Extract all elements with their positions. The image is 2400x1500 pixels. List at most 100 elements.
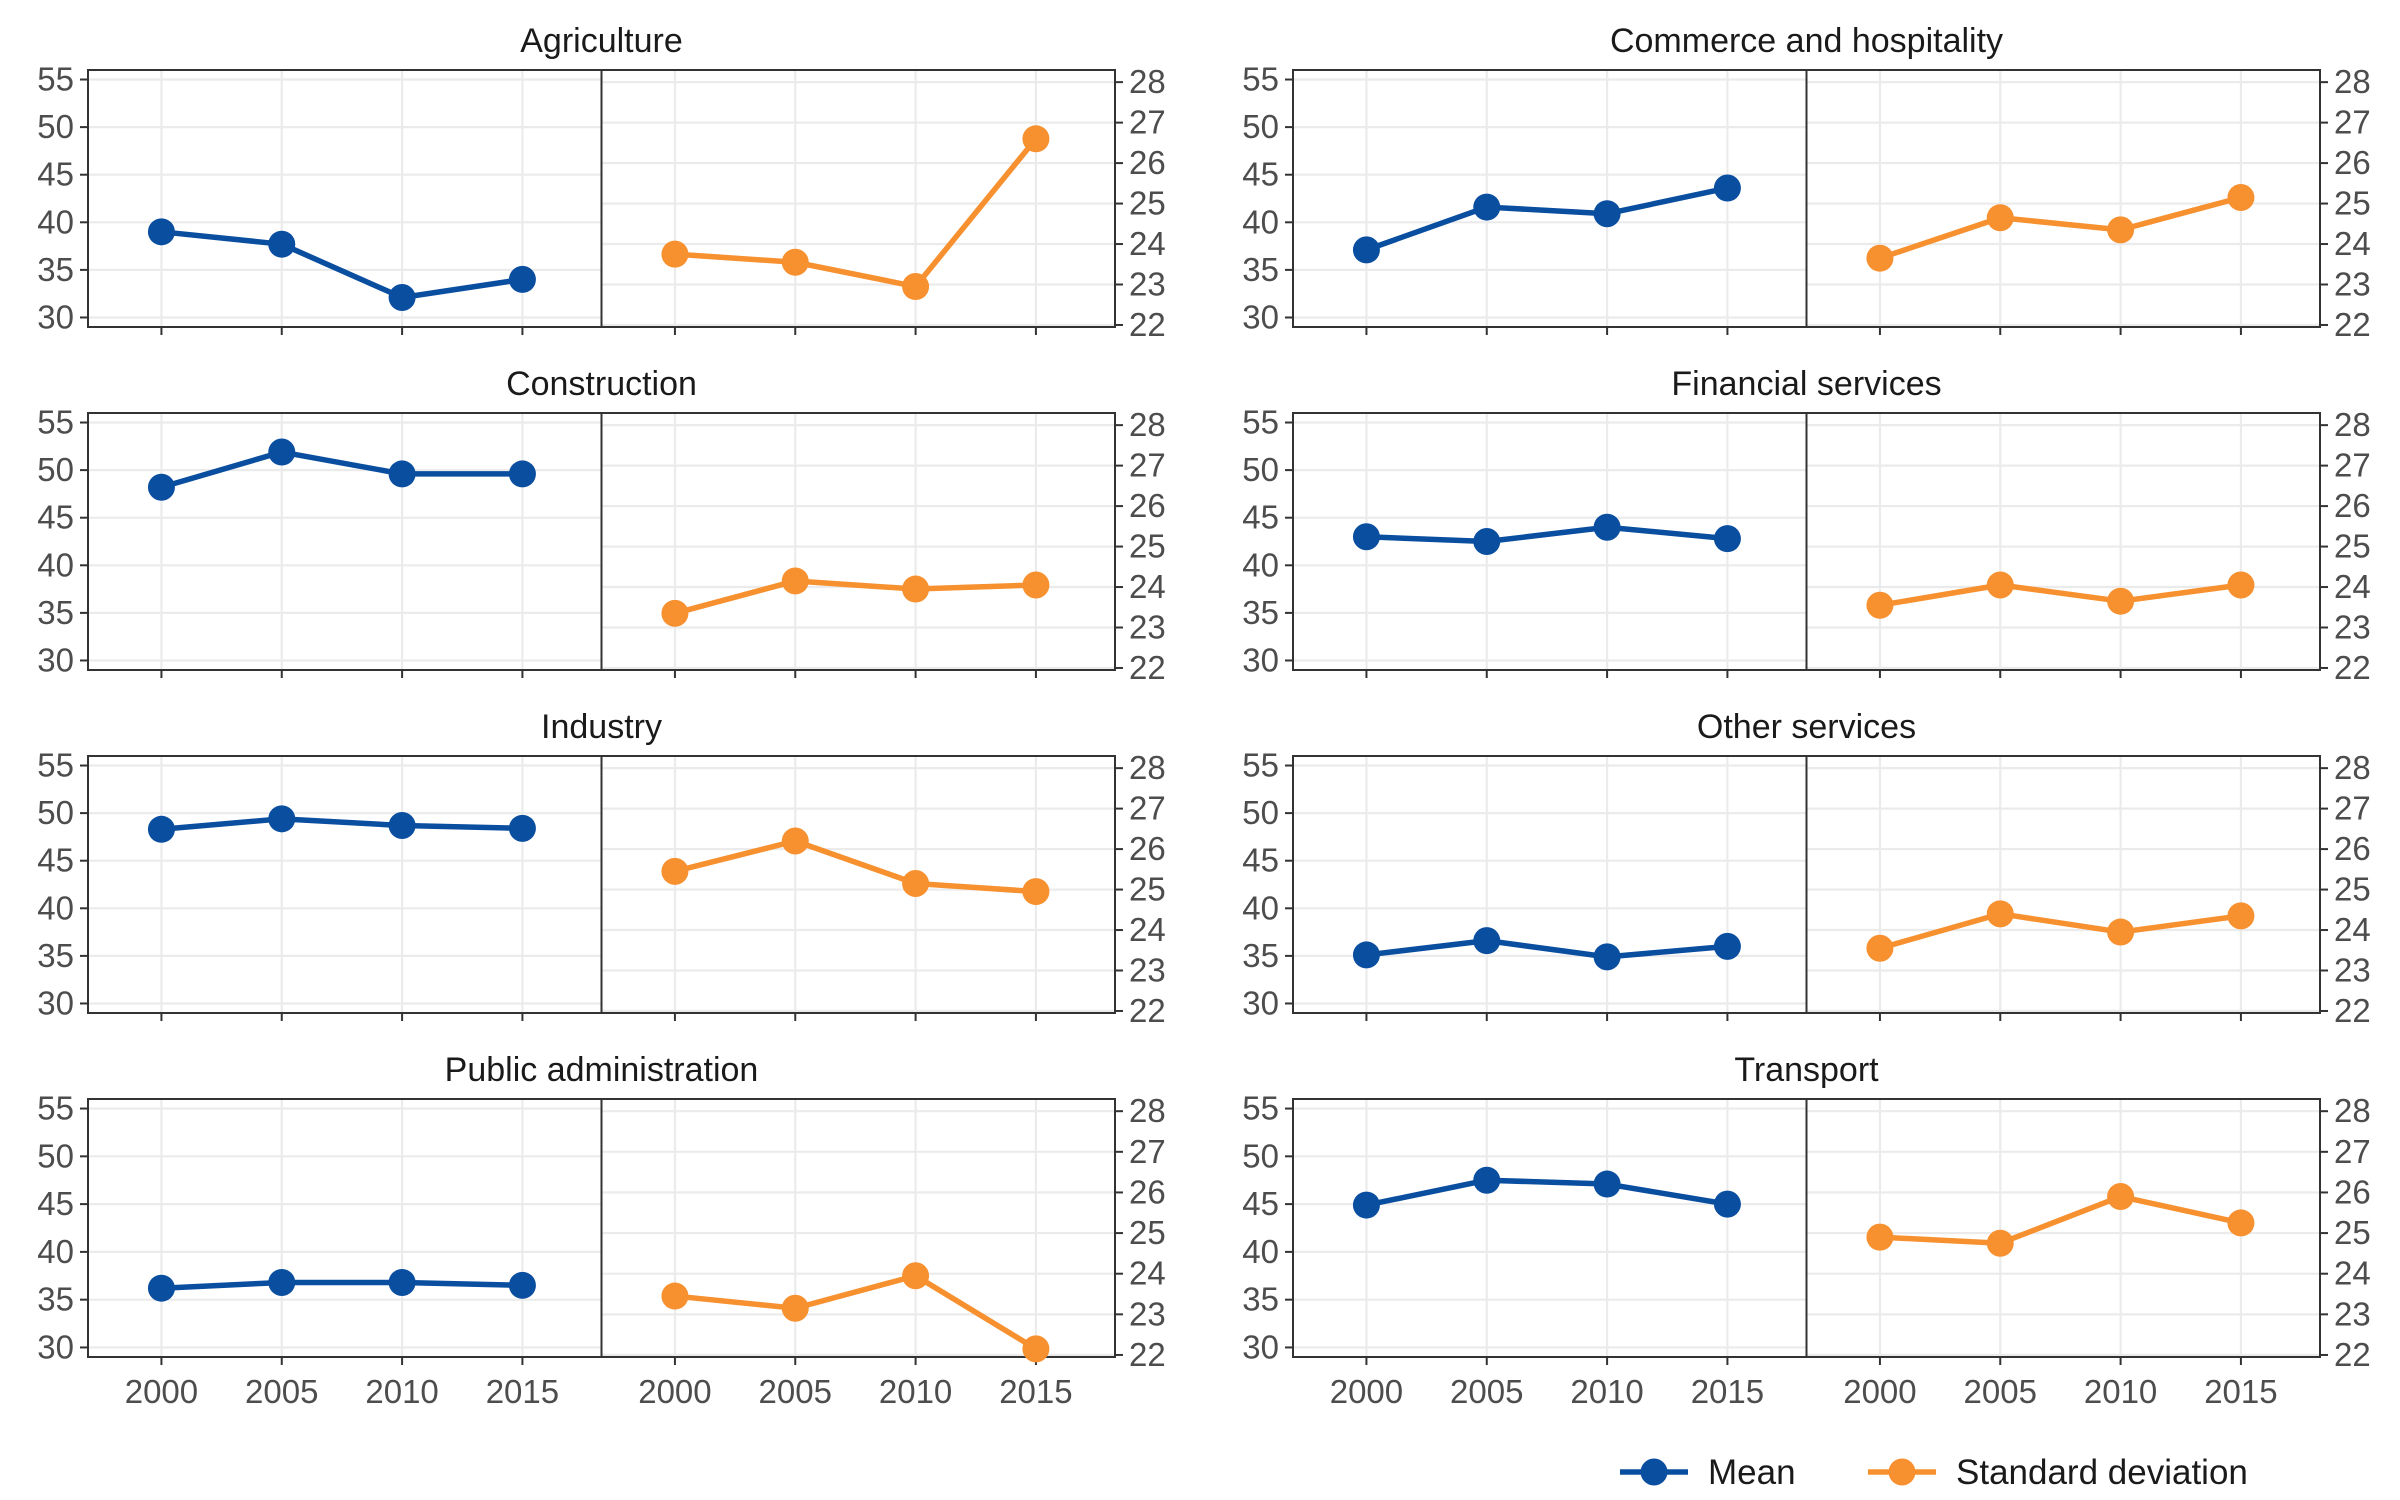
- y-tick-label-right: 22: [2334, 306, 2371, 343]
- point-standard-deviation: [902, 1262, 930, 1290]
- point-standard-deviation: [1022, 125, 1050, 153]
- y-tick-label-left: 35: [37, 1281, 74, 1318]
- y-tick-label-right: 27: [1129, 104, 1166, 141]
- y-tick-label-right: 26: [2334, 144, 2371, 181]
- series-line-standard-deviation: [1879, 194, 2242, 261]
- y-tick-label-right: 25: [2334, 528, 2371, 565]
- x-tick-label: 2005: [245, 1373, 318, 1410]
- point-mean: [1713, 1190, 1741, 1218]
- facet-title: Other services: [1697, 708, 1916, 746]
- point-standard-deviation: [2107, 1183, 2135, 1211]
- y-tick-label-right: 23: [1129, 952, 1166, 989]
- y-tick-label-left: 45: [37, 499, 74, 536]
- y-tick-label-right: 25: [1129, 528, 1166, 565]
- point-mean: [147, 815, 175, 843]
- facet-title: Transport: [1734, 1051, 1879, 1089]
- y-tick-label-right: 26: [1129, 830, 1166, 867]
- point-mean: [1473, 927, 1501, 955]
- y-tick-label-right: 25: [1129, 871, 1166, 908]
- point-mean: [268, 805, 296, 833]
- point-mean: [268, 1268, 296, 1296]
- x-tick-label: 2015: [1691, 1373, 1764, 1410]
- facet-title: Public administration: [445, 1051, 759, 1089]
- x-tick-label: 2015: [999, 1373, 1072, 1410]
- x-tick-label: 2005: [1450, 1373, 1523, 1410]
- y-tick-label-left: 30: [1242, 1328, 1279, 1365]
- y-tick-label-right: 28: [1129, 1092, 1166, 1129]
- y-tick-label-left: 40: [1242, 203, 1279, 240]
- y-tick-label-left: 55: [37, 747, 74, 784]
- series-line-standard-deviation: [674, 137, 1039, 290]
- y-tick-label-left: 45: [1242, 156, 1279, 193]
- y-tick-label-right: 23: [2334, 952, 2371, 989]
- point-mean: [388, 460, 416, 488]
- y-tick-label-left: 45: [37, 842, 74, 879]
- y-tick-label-right: 28: [1129, 63, 1166, 100]
- point-mean: [1352, 941, 1380, 969]
- y-tick-label-right: 24: [2334, 225, 2371, 262]
- facet-title: Industry: [541, 708, 662, 746]
- facet-title: Financial services: [1671, 365, 1941, 403]
- y-tick-label-left: 55: [37, 61, 74, 98]
- y-tick-label-right: 27: [1129, 790, 1166, 827]
- series-line-mean: [161, 816, 523, 833]
- y-tick-label-left: 30: [37, 1328, 74, 1365]
- y-tick-label-left: 30: [37, 984, 74, 1021]
- y-tick-label-right: 26: [1129, 144, 1166, 181]
- y-tick-label-right: 24: [1129, 225, 1166, 262]
- point-mean: [1473, 193, 1501, 221]
- y-tick-label-left: 55: [37, 404, 74, 441]
- point-standard-deviation: [1022, 1335, 1050, 1363]
- point-mean: [508, 460, 536, 488]
- point-mean: [147, 1274, 175, 1302]
- point-mean: [1352, 523, 1380, 551]
- series-line-mean: [1365, 1177, 1728, 1208]
- point-mean: [508, 814, 536, 842]
- point-standard-deviation: [1866, 1223, 1894, 1251]
- y-tick-label-left: 35: [1242, 1281, 1279, 1318]
- x-tick-label: 2005: [1964, 1373, 2037, 1410]
- y-tick-label-left: 55: [37, 1090, 74, 1127]
- y-tick-label-right: 23: [1129, 266, 1166, 303]
- legend-label-mean: Mean: [1708, 1453, 1796, 1492]
- y-tick-label-right: 28: [2334, 749, 2371, 786]
- point-standard-deviation: [661, 240, 689, 268]
- y-tick-label-left: 55: [1242, 61, 1279, 98]
- point-standard-deviation: [902, 273, 930, 301]
- point-mean: [268, 438, 296, 466]
- point-standard-deviation: [1866, 244, 1894, 272]
- point-mean: [508, 1271, 536, 1299]
- y-tick-label-right: 24: [2334, 911, 2371, 948]
- y-tick-label-left: 50: [1242, 451, 1279, 488]
- point-standard-deviation: [1866, 934, 1894, 962]
- y-tick-label-left: 45: [1242, 499, 1279, 536]
- y-tick-label-left: 40: [1242, 546, 1279, 583]
- y-tick-label-left: 30: [1242, 298, 1279, 335]
- y-tick-label-right: 24: [1129, 1255, 1166, 1292]
- y-tick-label-right: 22: [2334, 1336, 2371, 1373]
- point-standard-deviation: [1986, 204, 2014, 232]
- point-mean: [388, 1268, 416, 1296]
- y-tick-label-left: 40: [37, 203, 74, 240]
- x-tick-label: 2010: [1570, 1373, 1643, 1410]
- series-line-mean: [1366, 524, 1728, 545]
- point-standard-deviation: [2227, 1209, 2255, 1237]
- point-standard-deviation: [2227, 571, 2255, 599]
- y-tick-label-right: 23: [1129, 609, 1166, 646]
- point-mean: [1352, 1191, 1380, 1219]
- y-tick-label-right: 27: [2334, 1133, 2371, 1170]
- y-tick-label-left: 55: [1242, 1090, 1279, 1127]
- point-standard-deviation: [661, 1282, 689, 1310]
- point-mean: [1593, 513, 1621, 541]
- y-tick-label-right: 26: [2334, 1173, 2371, 1210]
- y-tick-label-right: 22: [2334, 649, 2371, 686]
- y-tick-label-left: 45: [1242, 1185, 1279, 1222]
- point-mean: [1593, 200, 1621, 228]
- point-standard-deviation: [902, 869, 930, 897]
